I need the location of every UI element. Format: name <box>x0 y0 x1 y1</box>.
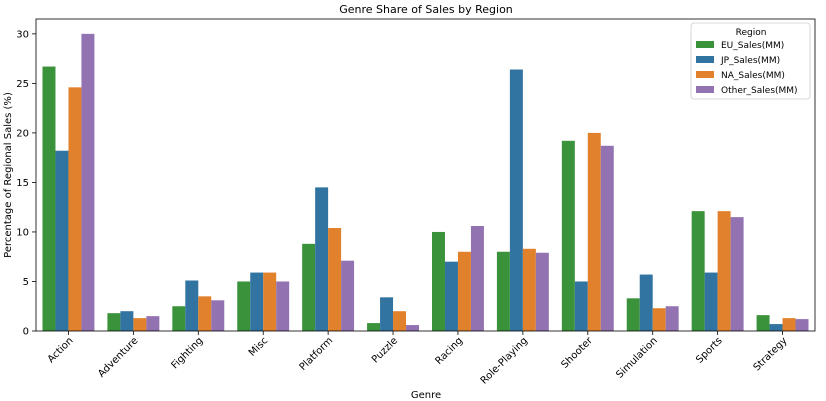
bar-sports-jp-sales-mm <box>704 272 718 331</box>
bar-puzzle-other-sales-mm <box>406 325 420 331</box>
x-tick-label-simulation: Simulation <box>614 335 659 380</box>
bar-simulation-eu-sales-mm <box>626 298 640 331</box>
x-tick-label-puzzle: Puzzle <box>370 335 400 365</box>
y-axis-label: Percentage of Regional Sales (%) <box>3 92 14 258</box>
y-axis: 0 5 10 15 20 25 30 <box>16 29 36 338</box>
bar-action-na-sales-mm <box>68 87 82 331</box>
bar-racing-jp-sales-mm <box>444 261 458 331</box>
bar-action-other-sales-mm <box>81 33 95 332</box>
x-tick-label-strategy: Strategy <box>752 335 790 373</box>
bar-platform-other-sales-mm <box>341 260 355 331</box>
bar-role-playing-other-sales-mm <box>535 252 549 331</box>
bar-fighting-eu-sales-mm <box>172 306 186 331</box>
legend-title: Region <box>736 28 767 38</box>
bar-shooter-na-sales-mm <box>587 132 601 331</box>
bar-adventure-other-sales-mm <box>146 316 160 331</box>
bar-shooter-jp-sales-mm <box>574 281 588 331</box>
x-tick-label-adventure: Adventure <box>96 335 140 379</box>
chart-title: Genre Share of Sales by Region <box>339 3 513 16</box>
legend-swatch-na-sales-mm <box>696 71 714 78</box>
x-tick-label-action: Action <box>46 335 76 365</box>
legend-label-jp-sales-mm: JP_Sales(MM) <box>720 56 780 66</box>
legend-label-eu-sales-mm: EU_Sales(MM) <box>721 41 784 51</box>
bar-simulation-other-sales-mm <box>665 306 679 331</box>
bar-simulation-na-sales-mm <box>652 308 666 331</box>
legend: Region EU_Sales(MM) JP_Sales(MM) NA_Sales(… <box>690 22 811 100</box>
bar-strategy-other-sales-mm <box>795 319 809 331</box>
bar-platform-jp-sales-mm <box>315 187 329 331</box>
bar-adventure-eu-sales-mm <box>107 313 121 331</box>
legend-frame <box>690 22 811 100</box>
legend-swatch-other-sales-mm <box>696 86 714 93</box>
legend-swatch-jp-sales-mm <box>696 56 714 63</box>
bar-action-jp-sales-mm <box>55 150 69 331</box>
bar-platform-na-sales-mm <box>328 227 342 331</box>
bar-fighting-jp-sales-mm <box>185 280 199 331</box>
bar-strategy-eu-sales-mm <box>756 315 770 331</box>
plot-frame <box>35 18 816 332</box>
bar-adventure-jp-sales-mm <box>120 311 134 331</box>
x-tick-label-sports: Sports <box>694 335 724 365</box>
bar-misc-na-sales-mm <box>263 272 277 331</box>
bar-misc-eu-sales-mm <box>237 281 251 331</box>
bar-puzzle-jp-sales-mm <box>380 297 394 331</box>
bar-racing-eu-sales-mm <box>431 231 445 331</box>
x-axis-label: Genre <box>411 390 441 401</box>
x-tick-label-shooter: Shooter <box>559 335 595 371</box>
bar-sports-other-sales-mm <box>730 217 744 331</box>
bar-misc-other-sales-mm <box>276 281 290 331</box>
bar-fighting-other-sales-mm <box>211 300 225 331</box>
bar-fighting-na-sales-mm <box>198 296 212 331</box>
bar-shooter-other-sales-mm <box>600 145 614 331</box>
legend-label-na-sales-mm: NA_Sales(MM) <box>721 71 785 81</box>
bar-puzzle-na-sales-mm <box>393 311 407 331</box>
legend-swatch-eu-sales-mm <box>696 41 714 48</box>
bar-misc-jp-sales-mm <box>250 272 264 331</box>
bar-racing-na-sales-mm <box>457 251 471 331</box>
bar-platform-eu-sales-mm <box>302 243 316 331</box>
x-tick-label-fighting: Fighting <box>169 335 205 371</box>
bar-strategy-na-sales-mm <box>782 318 796 331</box>
bar-role-playing-jp-sales-mm <box>509 69 523 331</box>
x-tick-label-role-playing: Role-Playing <box>479 335 530 386</box>
y-tick-label: 10 <box>16 227 29 238</box>
y-tick-label: 20 <box>16 128 29 139</box>
bar-sports-na-sales-mm <box>717 211 731 331</box>
bar-simulation-jp-sales-mm <box>639 274 653 331</box>
bar-adventure-na-sales-mm <box>133 318 147 331</box>
bar-sports-eu-sales-mm <box>691 211 705 331</box>
x-tick-label-racing: Racing <box>433 335 465 367</box>
bar-role-playing-eu-sales-mm <box>496 251 510 331</box>
bar-action-eu-sales-mm <box>42 66 56 331</box>
x-axis: Action Adventure Fighting Misc Platform Puzzl… <box>46 331 790 387</box>
bar-puzzle-eu-sales-mm <box>367 323 381 331</box>
bar-racing-other-sales-mm <box>470 226 484 331</box>
x-tick-label-misc: Misc <box>247 335 270 358</box>
y-tick-label: 5 <box>23 277 29 288</box>
y-tick-label: 15 <box>16 178 29 189</box>
bar-role-playing-na-sales-mm <box>522 248 536 331</box>
bars-group <box>42 33 809 332</box>
bar-strategy-jp-sales-mm <box>769 324 783 331</box>
x-tick-label-platform: Platform <box>298 335 336 373</box>
y-tick-label: 25 <box>16 79 29 90</box>
bar-shooter-eu-sales-mm <box>561 140 575 331</box>
y-tick-label: 0 <box>23 327 29 338</box>
legend-label-other-sales-mm: Other_Sales(MM) <box>721 86 798 96</box>
y-tick-label: 30 <box>16 29 29 40</box>
